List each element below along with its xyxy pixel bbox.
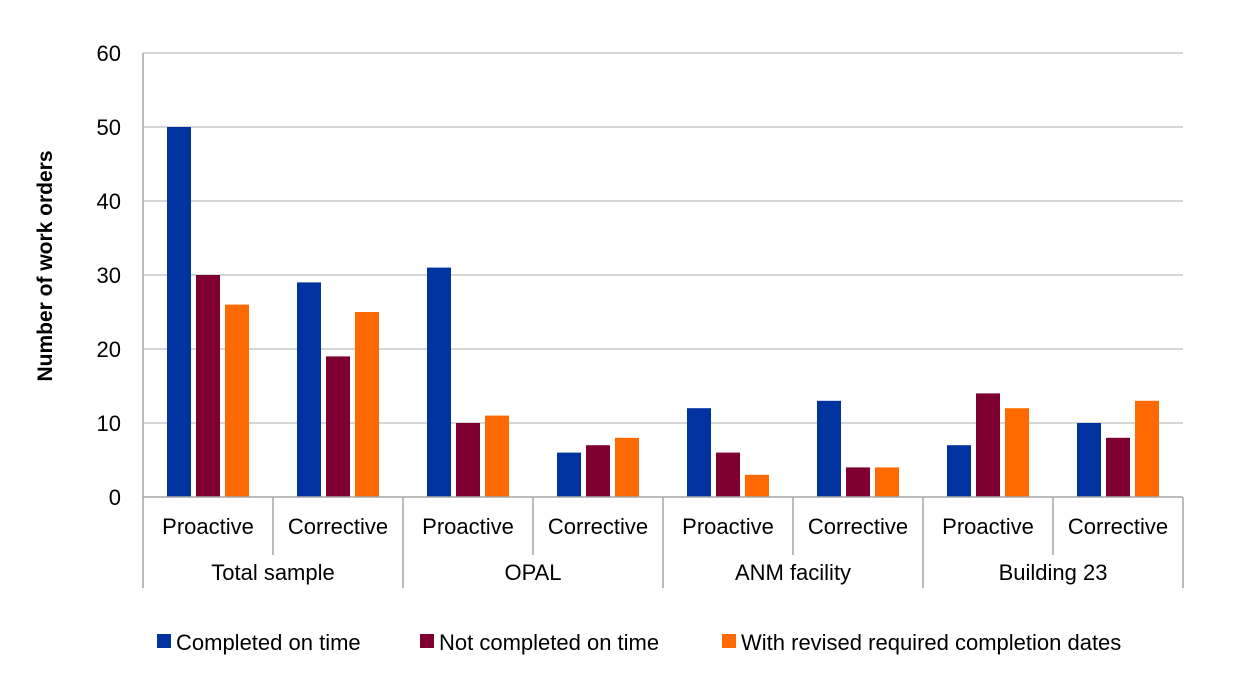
group-label: Building 23 — [999, 560, 1108, 585]
x-tick-label: Proactive — [682, 514, 774, 539]
bar — [297, 282, 321, 497]
bar — [976, 393, 1000, 497]
y-tick-labels: 0 10 20 30 40 50 60 — [97, 41, 121, 510]
x-tick-label: Proactive — [162, 514, 254, 539]
group-label: OPAL — [504, 560, 561, 585]
y-tick-label: 0 — [109, 485, 121, 510]
bar — [225, 304, 249, 497]
x-tick-label: Proactive — [942, 514, 1034, 539]
legend-label: Completed on time — [176, 630, 361, 655]
legend-label: With revised required completion dates — [741, 630, 1121, 655]
bar — [485, 415, 509, 497]
bar — [427, 267, 451, 497]
bars — [167, 127, 1159, 497]
legend-swatch — [157, 634, 171, 648]
bar — [326, 356, 350, 497]
bar — [716, 452, 740, 497]
y-axis-label: Number of work orders — [34, 150, 57, 381]
x-tick-labels: Proactive Corrective Proactive Corrective Pr… — [162, 514, 1168, 585]
group-label: ANM facility — [735, 560, 851, 585]
bar — [846, 467, 870, 497]
y-tick-label: 40 — [97, 189, 121, 214]
axes — [142, 53, 1184, 588]
x-tick-label: Corrective — [548, 514, 648, 539]
y-tick-label: 50 — [97, 115, 121, 140]
x-tick-label: Corrective — [808, 514, 908, 539]
y-tick-label: 20 — [97, 337, 121, 362]
bar — [615, 437, 639, 497]
bar — [167, 127, 191, 497]
legend-swatch — [722, 634, 736, 648]
y-tick-label: 10 — [97, 411, 121, 436]
bar — [745, 474, 769, 497]
bar — [557, 452, 581, 497]
x-tick-label: Proactive — [422, 514, 514, 539]
bar — [586, 445, 610, 497]
bar — [947, 445, 971, 497]
bar — [1106, 437, 1130, 497]
bar — [875, 467, 899, 497]
bar — [687, 408, 711, 497]
bar — [1135, 400, 1159, 497]
bar — [1077, 423, 1101, 497]
bar — [355, 312, 379, 497]
legend-label: Not completed on time — [439, 630, 659, 655]
legend: Completed on time Not completed on time Wi… — [157, 630, 1121, 655]
x-tick-label: Corrective — [1068, 514, 1168, 539]
bar — [456, 423, 480, 497]
bar — [1005, 408, 1029, 497]
group-label: Total sample — [211, 560, 335, 585]
y-tick-label: 30 — [97, 263, 121, 288]
bar — [817, 400, 841, 497]
legend-swatch — [420, 634, 434, 648]
y-tick-label: 60 — [97, 41, 121, 66]
bar — [196, 275, 220, 497]
x-tick-label: Corrective — [288, 514, 388, 539]
